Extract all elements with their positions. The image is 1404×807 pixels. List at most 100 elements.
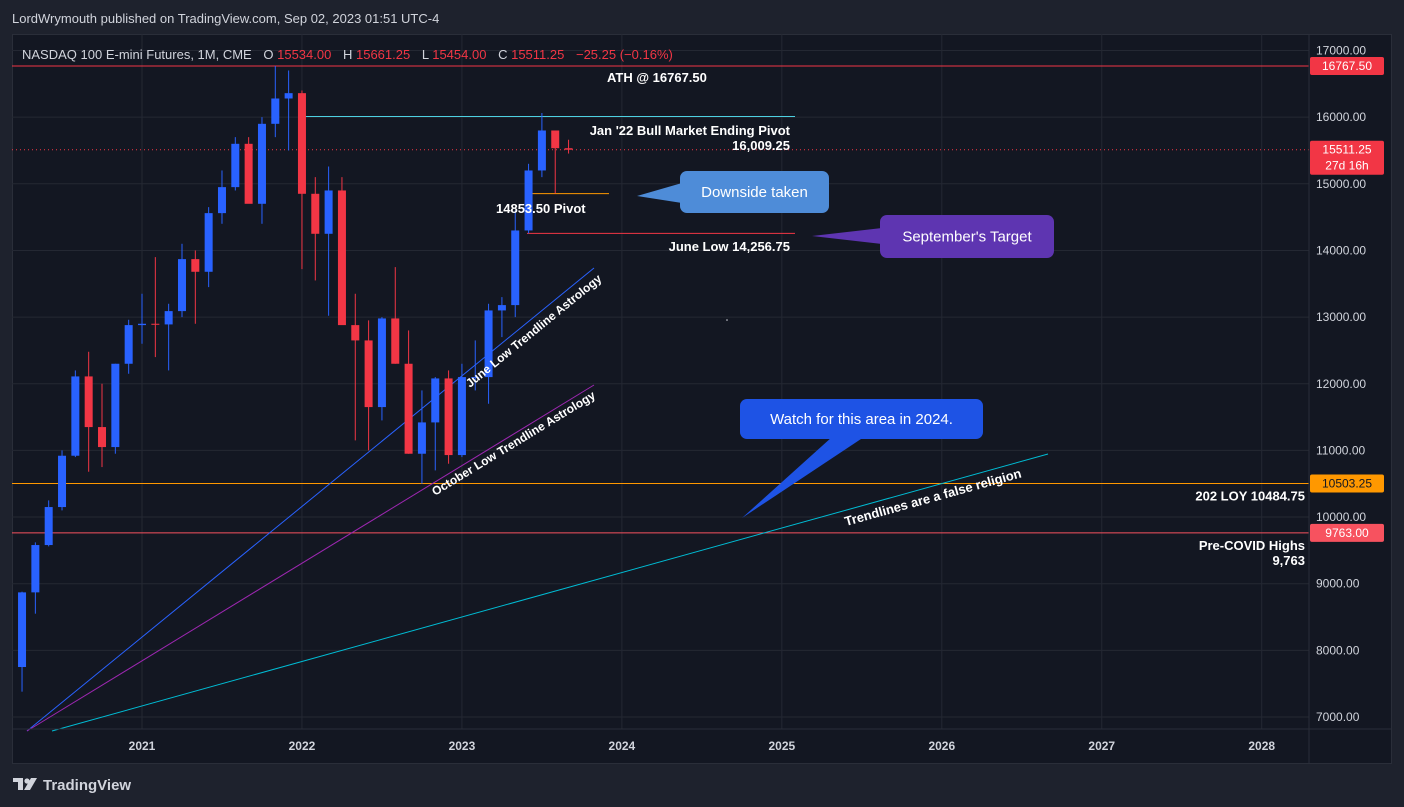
price-axis-labels: 16767.50 10503.25 9763.00 15511.25 27d 16h [1310, 56, 1384, 542]
legend-close-label: C [498, 47, 507, 62]
candle-body [151, 323, 160, 325]
horizontal-levels [12, 65, 1309, 534]
current-price-label: 15511.25 [1322, 143, 1371, 157]
time-tick-label: 2024 [609, 739, 636, 753]
legend-high-value: 15661.25 [356, 47, 410, 62]
candle-body [244, 143, 253, 204]
candle-body [31, 545, 40, 593]
callout-downside: Downside taken [637, 171, 829, 213]
callout-september-bubble [880, 215, 1054, 258]
candlesticks [18, 65, 573, 692]
trendlines [26, 116, 1049, 732]
top-bar: LordWrymouth published on TradingView.co… [0, 0, 1404, 38]
candle-body [551, 130, 560, 149]
time-tick-label: 2026 [928, 739, 955, 753]
loy-label: 202 LOY 10484.75 [1195, 489, 1305, 504]
candle-body [164, 311, 173, 325]
precovid-label-2: 9,763 [1272, 553, 1305, 568]
candle-body [537, 130, 546, 171]
callout-watch-tail [742, 437, 864, 518]
callout-watch-bubble [740, 399, 983, 439]
callout-downside-text: Downside taken [701, 184, 808, 201]
level-price-tag-label: 9763.00 [1325, 526, 1369, 540]
candle-body [18, 592, 27, 668]
legend-row: NASDAQ 100 E-mini Futures, 1M, CME O 155… [22, 47, 673, 62]
callout-september-text: September's Target [902, 229, 1032, 246]
price-tick-label: 8000.00 [1316, 643, 1360, 657]
candle-body [297, 93, 306, 194]
jan22-pivot-label: Jan '22 Bull Market Ending Pivot [590, 123, 791, 138]
time-tick-label: 2023 [449, 739, 476, 753]
callout-watch-text: Watch for this area in 2024. [770, 411, 953, 428]
candle-body [271, 98, 280, 124]
candle-body [58, 455, 67, 508]
false-religion-label: Trendlines are a false religion [843, 466, 1023, 529]
time-tick-label: 2027 [1088, 739, 1115, 753]
level-price-tag [1310, 56, 1384, 75]
tradingview-brand: TradingView [43, 777, 132, 794]
price-tick-label: 11000.00 [1316, 443, 1365, 457]
candle-body [471, 377, 480, 379]
legend-symbol: NASDAQ 100 E-mini Futures, 1M, CME [22, 47, 252, 62]
candle-body [257, 123, 266, 204]
legend-low-value: 15454.00 [432, 47, 486, 62]
candle-body [284, 93, 293, 99]
chart-frame[interactable] [12, 34, 1392, 764]
legend-high-label: H [343, 47, 352, 62]
october-low-trendline [26, 384, 595, 732]
price-tick-label: 14000.00 [1316, 243, 1366, 257]
candle-body [324, 190, 333, 234]
candle-body [404, 363, 413, 454]
candle-body [431, 378, 440, 423]
price-tick-label: 15000.00 [1316, 177, 1366, 191]
precovid-label-1: Pre-COVID Highs [1199, 538, 1305, 553]
candle-body [84, 376, 93, 428]
time-tick-label: 2028 [1248, 739, 1275, 753]
candle-body [71, 376, 80, 456]
time-tick-label: 2021 [129, 739, 156, 753]
jan22-pivot-value: 16,009.25 [732, 138, 790, 153]
october-trendline-label: October Low Trendline Astrology [429, 388, 598, 499]
june-trendline-label: June Low Trendline Astrology [463, 271, 605, 390]
time-axis[interactable]: 2021 2022 2023 2024 2025 2026 2027 2028 [12, 728, 1392, 753]
candle-body [98, 427, 107, 448]
candle-body [311, 193, 320, 234]
candle-body [177, 259, 186, 312]
candle-body [204, 213, 213, 272]
legend-open-value: 15534.00 [277, 47, 331, 62]
price-tick-label: 10000.00 [1316, 510, 1366, 524]
june-low-trendline [26, 267, 595, 732]
callout-watch: Watch for this area in 2024. [740, 399, 983, 518]
candle-body [191, 259, 200, 272]
price-chart[interactable]: ATH @ 16767.50 Jan '22 Bull Market Ending… [12, 34, 1392, 764]
current-price-countdown: 27d 16h [1325, 159, 1368, 173]
time-tick-label: 2022 [289, 739, 316, 753]
price-tick-label: 17000.00 [1316, 44, 1366, 58]
legend-open-label: O [263, 47, 273, 62]
price-tick-label: 16000.00 [1316, 110, 1366, 124]
candle-body [217, 187, 226, 214]
level-price-tag [1310, 523, 1384, 542]
candle-body [564, 148, 573, 150]
candle-body [391, 318, 400, 364]
callout-downside-bubble [680, 171, 829, 213]
ath-label: ATH @ 16767.50 [607, 70, 707, 85]
candle-body [44, 507, 53, 546]
candle-body [497, 305, 506, 311]
pivot-14853-label: 14853.50 Pivot [496, 201, 586, 216]
current-price-tag [1310, 140, 1384, 175]
june-low-label: June Low 14,256.75 [669, 239, 790, 254]
candle-body [484, 310, 493, 378]
candle-body [111, 363, 120, 448]
candle-body [231, 143, 240, 188]
candle-body [124, 325, 133, 364]
price-tick-label: 13000.00 [1316, 310, 1366, 324]
price-tick-label: 12000.00 [1316, 377, 1366, 391]
price-tick-label: 9000.00 [1316, 577, 1360, 591]
level-price-tag-label: 10503.25 [1322, 477, 1372, 491]
legend-low-label: L [422, 47, 429, 62]
level-price-tag-label: 16767.50 [1322, 59, 1372, 73]
callout-downside-tail [637, 183, 682, 203]
price-axis[interactable]: 7000.00 8000.00 9000.00 10000.00 11000.00 120… [1308, 34, 1366, 764]
false-religion-trendline [51, 453, 1049, 732]
